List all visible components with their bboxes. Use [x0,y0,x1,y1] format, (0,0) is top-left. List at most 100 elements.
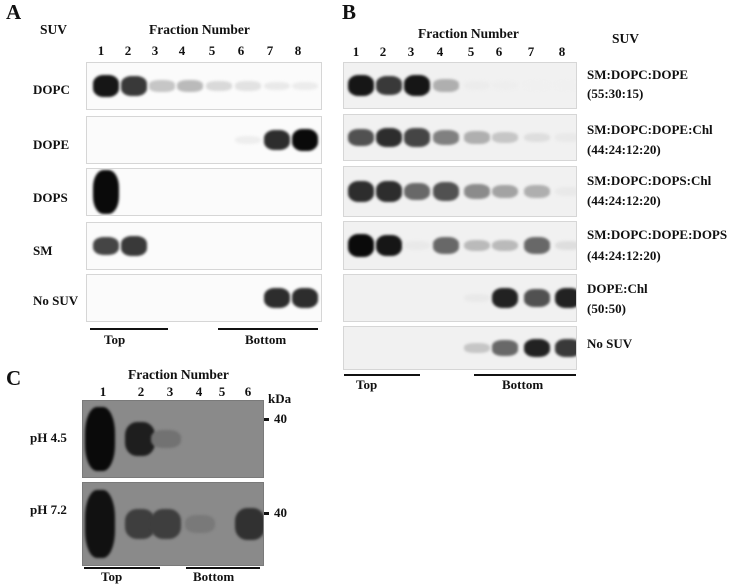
panel-a-fraction-header: Fraction Number [149,22,250,37]
blot-band [524,81,550,90]
blot-band [464,342,490,354]
panel-c-kda-label: kDa [268,391,292,406]
panel-b-fraction-1: 1 [352,44,360,59]
blot-band [177,80,203,92]
panel-b-label-row-1-line-2: (55:30:15) [587,86,644,101]
panel-a-bottom-bracket [218,328,318,330]
panel-c-top-bracket [84,567,160,569]
panel-b-fraction-2: 2 [379,44,387,59]
blot-band [555,287,576,309]
panel-c-blot-ph72 [82,482,264,566]
blot-band [433,181,459,202]
panel-b-label-row-1-line-1: SM:DOPC:DOPE [587,67,689,82]
blot-band [185,514,215,534]
panel-a-blot-no-suv [86,274,322,322]
panel-b-blot-row-5 [343,274,577,322]
panel-c-fraction-1: 1 [99,384,107,399]
panel-b-fraction-5: 5 [467,44,475,59]
panel-c-row-label-ph72: pH 7.2 [30,502,67,517]
blot-band [524,338,550,358]
blot-band [492,184,518,199]
blot-band [93,170,119,214]
blot-band [433,237,459,254]
blot-band [555,186,576,197]
panel-b-bottom-label: Bottom [502,377,544,392]
blot-band [125,422,155,456]
blot-band [524,132,550,143]
blot-band [555,339,576,357]
blot-band [348,75,374,96]
blot-band [376,76,402,95]
blot-band [464,293,490,303]
blot-band [404,182,430,201]
panel-b-label-row-6-line-1: No SUV [587,336,633,351]
blot-band [206,81,232,91]
panel-c-blot-ph45 [82,400,264,478]
blot-band [93,236,119,256]
panel-b-label-row-4-line-1: SM:DOPC:DOPE:DOPS [587,227,728,242]
panel-b-fraction-header: Fraction Number [418,26,519,41]
panel-a-letter: A [6,0,22,24]
blot-band [348,180,374,203]
panel-a-top-label: Top [104,332,126,347]
panel-a-row-label-dops: DOPS [33,190,68,205]
panel-c-row-label-ph45: pH 4.5 [30,430,67,445]
blot-band [524,184,550,199]
blot-band [555,240,576,251]
panel-c-fraction-3: 3 [166,384,174,399]
panel-b-blot-row-2 [343,114,577,161]
panel-a-fraction-7: 7 [266,43,274,58]
panel-b-label-row-3-line-1: SM:DOPC:DOPS:Chl [587,173,712,188]
panel-a-blot-dope [86,116,322,164]
panel-b-fraction-4: 4 [436,44,444,59]
blot-band [235,135,261,145]
panel-a-fraction-5: 5 [208,43,216,58]
blot-band [464,239,490,252]
panel-a-fraction-6: 6 [237,43,245,58]
panel-c-top-label: Top [101,569,123,584]
panel-a-row-label-sm: SM [33,243,53,258]
blot-band [376,234,402,257]
panel-b-label-row-2-line-1: SM:DOPC:DOPE:Chl [587,122,713,137]
blot-band [464,183,490,200]
blot-band [85,406,115,472]
panel-a-fraction-3: 3 [151,43,159,58]
blot-band [292,128,318,152]
panel-a-fraction-2: 2 [124,43,132,58]
panel-a-blot-sm [86,222,322,270]
blot-band [264,81,290,91]
panel-a-row-label-dope: DOPE [33,137,70,152]
blot-band [264,287,290,308]
panel-a-blot-dopc [86,62,322,110]
panel-c-marker-40-bottom: 40 [274,505,287,520]
blot-band [492,132,518,143]
blot-band [235,508,263,540]
panel-c-fraction-6: 6 [244,384,252,399]
blot-band [492,340,518,356]
panel-b-label-row-2-line-2: (44:24:12:20) [587,142,661,157]
blot-band [85,489,115,559]
panel-a-blot-dops [86,168,322,216]
blot-band [235,81,261,91]
blot-band [524,237,550,254]
blot-band [93,75,119,97]
panel-b-bottom-bracket [474,374,576,376]
blot-band [149,80,175,92]
blot-band [404,75,430,96]
blot-band [151,509,181,539]
blot-band [464,131,490,144]
panel-a-top-bracket [90,328,168,330]
blot-band [555,81,576,90]
blot-band [492,287,518,309]
panel-b-label-row-4-line-2: (44:24:12:20) [587,248,661,263]
panel-b-letter: B [342,0,357,24]
blot-band [464,81,490,90]
panel-b-label-row-3-line-2: (44:24:12:20) [587,193,661,208]
blot-band [348,128,374,147]
panel-b-blot-row-4 [343,221,577,270]
blot-band [404,128,430,147]
panel-b-fraction-7: 7 [527,44,535,59]
panel-c-fraction-5: 5 [218,384,226,399]
panel-a-bottom-label: Bottom [245,332,287,347]
blot-band [348,234,374,257]
